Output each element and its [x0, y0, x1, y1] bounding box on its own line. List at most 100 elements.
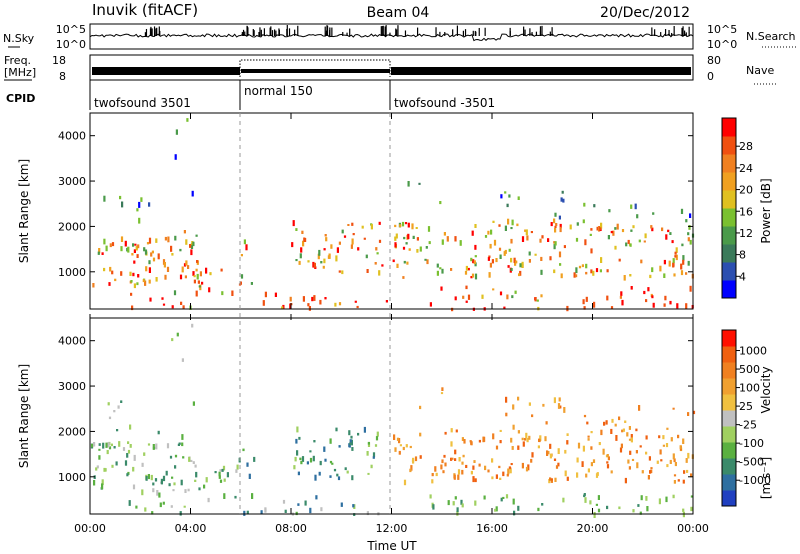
data-cell: [138, 217, 141, 224]
data-cell: [569, 224, 572, 230]
data-cell: [109, 266, 112, 272]
colorbar-tick-label: 100: [739, 382, 760, 395]
data-cell: [687, 452, 690, 459]
data-cell: [499, 440, 502, 444]
data-cell: [519, 263, 522, 268]
data-cell: [541, 503, 544, 506]
data-cell: [680, 208, 684, 214]
data-cell: [590, 248, 593, 254]
data-cell: [195, 268, 198, 272]
data-cell: [673, 480, 676, 484]
data-cell: [512, 404, 515, 410]
data-cell: [354, 300, 357, 303]
data-cell: [682, 438, 685, 444]
data-cell: [234, 495, 237, 499]
data-cell: [489, 243, 492, 249]
data-cell: [663, 303, 666, 307]
data-cell: [133, 260, 136, 264]
data-cell: [561, 190, 564, 194]
data-cell: [662, 435, 665, 440]
velocity-y-ticks: 1000 2000 3000 4000: [58, 335, 693, 484]
data-cell: [682, 508, 685, 512]
colorbar-segment: [722, 378, 736, 395]
data-cell: [628, 466, 631, 470]
data-cell: [187, 488, 190, 492]
data-cell: [450, 441, 453, 447]
data-cell: [517, 430, 520, 434]
data-cell: [127, 441, 130, 444]
data-cell: [457, 469, 461, 475]
data-cell: [135, 245, 138, 251]
data-cell: [524, 229, 527, 232]
data-cell: [619, 447, 623, 453]
data-cell: [374, 444, 378, 447]
data-cell: [456, 511, 459, 516]
data-cell: [98, 455, 101, 460]
data-cell: [526, 235, 529, 241]
n-sky-spikes: [144, 25, 690, 36]
data-cell: [643, 240, 646, 243]
data-cell: [660, 459, 663, 462]
data-cell: [622, 428, 625, 432]
data-cell: [692, 410, 696, 415]
data-cell: [136, 208, 139, 212]
data-cell: [411, 223, 414, 230]
data-cell: [607, 456, 610, 461]
data-cell: [599, 269, 602, 273]
data-cell: [144, 280, 147, 286]
colorbar-tick-label: 500: [739, 363, 760, 376]
data-cell: [510, 437, 513, 443]
data-cell: [439, 267, 442, 270]
colorbar-segment: [722, 410, 736, 427]
data-cell: [593, 301, 596, 308]
data-cell: [515, 260, 518, 264]
data-cell: [618, 258, 621, 262]
data-cell: [101, 252, 104, 255]
data-cell: [644, 233, 647, 239]
data-cell: [190, 459, 193, 462]
data-cell: [174, 465, 177, 469]
data-cell: [93, 480, 96, 486]
data-cell: [163, 262, 166, 268]
data-cell: [127, 449, 131, 454]
data-cell: [672, 407, 675, 410]
colorbar-segment: [722, 330, 736, 347]
data-cell: [611, 418, 614, 423]
data-cell: [585, 271, 588, 275]
data-cell: [481, 294, 484, 299]
data-cell: [184, 275, 187, 279]
data-cell: [619, 295, 622, 299]
data-cell: [612, 230, 615, 236]
data-cell: [682, 479, 685, 484]
colorbar-segment: [722, 394, 736, 411]
data-cell: [243, 239, 246, 245]
data-cell: [537, 507, 540, 512]
data-cell: [334, 302, 337, 307]
data-cell: [116, 429, 119, 432]
data-cell: [408, 248, 411, 251]
data-cell: [632, 225, 635, 229]
data-cell: [402, 276, 405, 279]
data-cell: [560, 197, 563, 202]
data-cell: [689, 285, 692, 292]
data-cell: [562, 497, 565, 503]
data-cell: [147, 474, 150, 480]
data-cell: [205, 477, 208, 483]
data-cell: [600, 222, 603, 229]
data-cell: [157, 430, 160, 435]
data-cell: [401, 221, 405, 227]
data-cell: [471, 273, 475, 278]
data-cell: [262, 300, 265, 306]
data-cell: [618, 506, 621, 510]
data-cell: [197, 280, 200, 284]
data-cell: [492, 220, 495, 223]
data-cell: [504, 249, 507, 254]
colorbar-segment: [722, 136, 736, 155]
x-tick-label: 08:00: [275, 522, 307, 535]
data-cell: [403, 479, 407, 486]
data-cell: [172, 489, 175, 492]
data-cell: [173, 482, 176, 486]
data-cell: [194, 479, 197, 482]
data-cell: [171, 476, 174, 479]
freq-tick-low: 8: [59, 70, 66, 83]
